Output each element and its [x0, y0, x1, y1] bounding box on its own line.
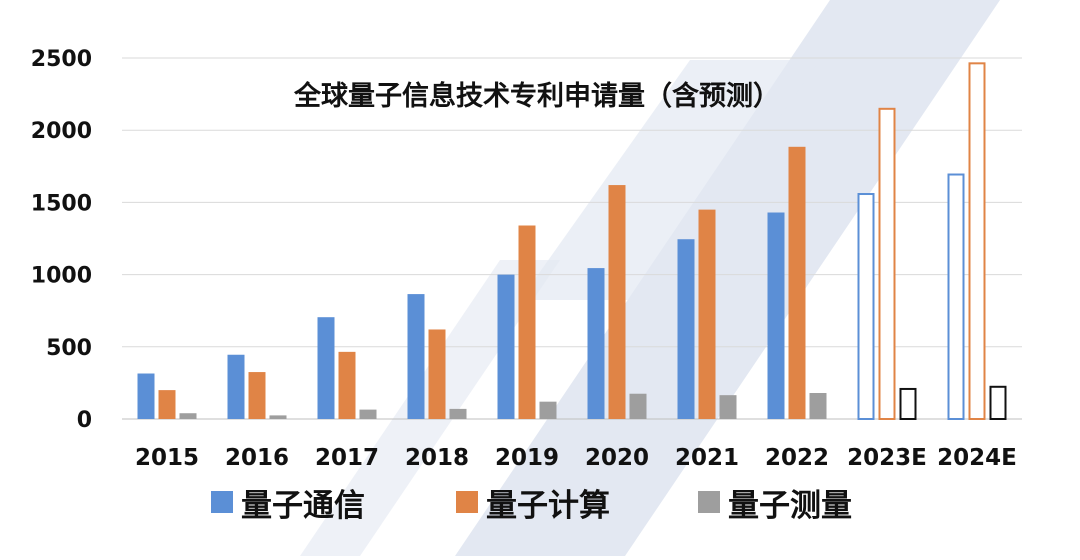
- x-tick-label: 2020: [585, 445, 649, 471]
- bar-2017-series-3: [359, 409, 377, 419]
- y-tick-label: 0: [77, 408, 92, 433]
- legend-swatch-series-3: [698, 491, 720, 513]
- bar-2022-series-3: [809, 393, 827, 419]
- x-tick-label: 2021: [675, 445, 739, 471]
- bar-2020-series-2: [608, 185, 626, 419]
- x-tick-label: 2018: [405, 445, 469, 471]
- bar-2021-series-1: [677, 239, 695, 419]
- legend-swatch-series-1: [211, 491, 233, 513]
- bar-2016-series-3: [269, 415, 287, 419]
- bar-2024e-series-1: [947, 173, 965, 420]
- bar-2021-series-3: [719, 395, 737, 419]
- bars: [137, 62, 1007, 421]
- x-tick-label: 2016: [225, 445, 289, 471]
- legend-label-series-1: 量子通信: [241, 488, 365, 524]
- bar-2016-series-2: [248, 372, 266, 419]
- bar-2015-series-3: [179, 413, 197, 419]
- bar-2022-series-1: [767, 212, 785, 419]
- legend-label-series-3: 量子测量: [728, 488, 852, 524]
- x-tick-label: 2019: [495, 445, 559, 471]
- bar-2015-series-2: [158, 390, 176, 419]
- y-tick-label: 1000: [31, 264, 92, 289]
- bar-2022-series-2: [788, 146, 806, 419]
- bar-2023e-series-1: [857, 193, 875, 420]
- bar-2020-series-1: [587, 268, 605, 419]
- y-tick-label: 2500: [31, 47, 92, 72]
- bar-2017-series-2: [338, 351, 356, 419]
- bar-2019-series-1: [497, 274, 515, 419]
- y-tick-label: 500: [46, 336, 92, 361]
- bar-2016-series-1: [227, 354, 245, 419]
- bar-2024e-series-2: [968, 62, 986, 420]
- x-tick-label: 2022: [765, 445, 829, 471]
- bar-2018-series-2: [428, 329, 446, 419]
- bar-2023e-series-3: [899, 387, 917, 421]
- bar-2015-series-1: [137, 373, 155, 419]
- x-tick-label: 2023E: [847, 445, 927, 471]
- legend-label-series-2: 量子计算: [486, 488, 610, 524]
- bar-2023e-series-2: [878, 107, 896, 421]
- bar-2021-series-2: [698, 209, 716, 419]
- bar-2018-series-1: [407, 294, 425, 419]
- bar-2019-series-2: [518, 225, 536, 419]
- bar-2020-series-3: [629, 393, 647, 419]
- y-axis-ticks: 0 500 1000 1500 2000 2500: [31, 47, 92, 433]
- x-tick-label: 2015: [135, 445, 199, 471]
- watermark-band: [520, 60, 820, 300]
- bar-2024e-series-3: [989, 385, 1007, 420]
- bar-2017-series-1: [317, 317, 335, 419]
- x-axis-ticks: 2015 2016 2017 2018 2019 2020 2021 2022 2023E 202…: [135, 445, 1017, 471]
- legend-swatch-series-2: [456, 491, 478, 513]
- bar-2018-series-3: [449, 408, 467, 419]
- bar-2019-series-3: [539, 401, 557, 419]
- chart-title: 全球量子信息技术专利申请量（含预测）: [293, 80, 780, 112]
- y-tick-label: 2000: [31, 119, 92, 144]
- y-tick-label: 1500: [31, 191, 92, 216]
- x-tick-label: 2024E: [937, 445, 1017, 471]
- x-tick-label: 2017: [315, 445, 379, 471]
- legend: 量子通信 量子计算 量子测量: [211, 488, 852, 524]
